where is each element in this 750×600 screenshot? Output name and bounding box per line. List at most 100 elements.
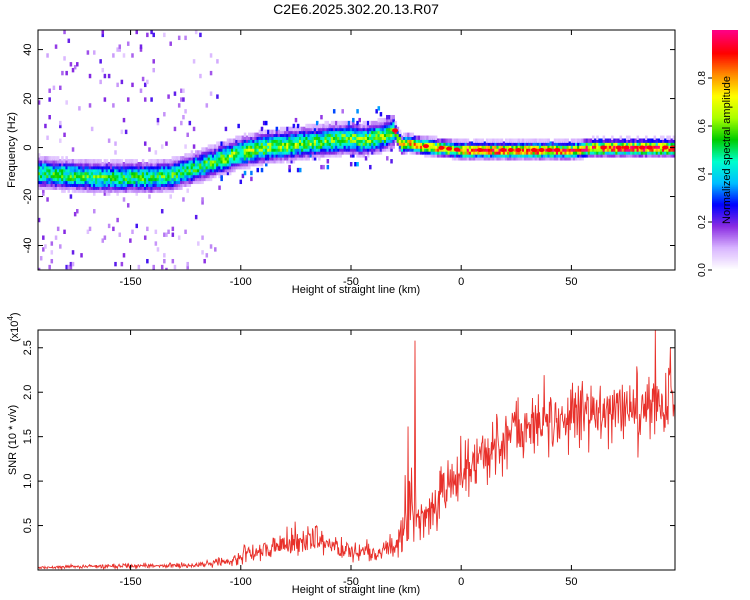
spectrogram-heat-cell [269, 141, 272, 146]
spectrogram-heat-cell [449, 153, 453, 158]
spectrogram-heat-cell [481, 156, 485, 161]
spectrogram-heat-cell [275, 135, 279, 140]
spectrogram-hot-spot [623, 145, 630, 150]
spectrogram-heat-cell [630, 144, 633, 149]
spectrogram-heat-cell [137, 188, 141, 193]
spectrogram-heat-cell [107, 73, 111, 79]
spectrogram-heat-cell [95, 173, 98, 179]
spectrogram-heat-cell [59, 123, 62, 129]
spectrogram-heat-cell [369, 120, 372, 126]
spectrogram-heat-cell [625, 150, 629, 155]
spectrogram-heat-cell [320, 123, 323, 129]
spectrogram-heat-cell [330, 147, 334, 152]
spectrogram-heat-cell [445, 138, 449, 143]
spectrogram-heat-cell [90, 159, 94, 164]
spectrogram-heat-cell [267, 159, 270, 164]
spectrogram-heat-cell [381, 129, 385, 135]
spectrogram-heat-cell [150, 164, 153, 170]
spectrogram-heat-cell [415, 150, 419, 155]
spectrogram-heat-cell [655, 144, 659, 149]
spectrogram-heat-cell [407, 141, 410, 146]
spectrogram-heat-cell [366, 129, 370, 135]
spectrogram-heat-cell [632, 147, 635, 152]
spectrogram-heat-cell [349, 144, 353, 149]
spectrogram-heat-cell [171, 159, 175, 164]
spectrogram-heat-cell [541, 138, 544, 143]
spectrogram-heat-cell [477, 138, 480, 143]
spectrogram-heat-cell [184, 144, 187, 149]
colorbar-swatch [712, 50, 738, 53]
spectrogram-heat-cell [216, 153, 219, 158]
spectrogram-heat-cell [171, 167, 175, 173]
snr-multiplier-label: (x104) [6, 312, 21, 342]
spectrogram-heat-cell [271, 138, 274, 143]
spectrogram-heat-cell [294, 141, 298, 146]
spectrogram-heat-cell [432, 150, 436, 155]
spectrogram-heat-cell [458, 141, 461, 146]
spectrogram-heat-cell [59, 164, 62, 170]
spectrogram-heat-cell [76, 188, 79, 193]
spectrogram-heat-cell [80, 164, 83, 170]
spectrogram-heat-cell [411, 138, 415, 143]
spectrogram-heat-cell [73, 182, 77, 187]
spectrogram-heat-cell [107, 162, 111, 167]
colorbar-swatch [712, 254, 738, 257]
spectrogram-heat-cell [555, 153, 559, 158]
spectrogram-heat-cell [156, 173, 160, 179]
spectrogram-heat-cell [148, 162, 151, 167]
spectrogram-heat-cell [341, 120, 344, 126]
spectrogram-heat-cell [322, 132, 325, 138]
spectrogram-heat-cell [456, 153, 459, 158]
spectrogram-heat-cell [645, 150, 648, 155]
spectrogram-heat-cell [139, 185, 143, 190]
spectrogram-heat-cell [109, 167, 113, 173]
spectrogram-heat-cell [345, 150, 349, 155]
spectrogram-heat-cell [328, 129, 332, 135]
spectrogram-heat-cell [69, 173, 73, 179]
spectrogram-heat-cell [458, 138, 461, 143]
spectrogram-heat-cell [160, 173, 164, 179]
spectrogram-heat-cell [364, 135, 368, 140]
spectrogram-heat-cell [375, 141, 378, 146]
spectrogram-heat-cell [604, 153, 608, 158]
spectrogram-heat-cell [63, 170, 66, 176]
spectrogram-heat-cell [245, 147, 249, 152]
spectrogram-heat-cell [362, 150, 366, 155]
spectrogram-heat-cell [288, 141, 291, 146]
spectrogram-heat-cell [63, 176, 66, 182]
spectrogram-heat-cell [388, 126, 391, 132]
spectrogram-heat-cell [71, 250, 75, 255]
spectrogram-heat-cell [245, 153, 249, 158]
spectrogram-heat-cell [218, 153, 221, 158]
spectrogram-heat-cell [65, 264, 68, 270]
spectrogram-heat-cell [165, 159, 168, 164]
spectrogram-heat-cell [562, 144, 565, 149]
spectrogram-heat-cell [328, 150, 332, 155]
spectrogram-heat-cell [575, 153, 578, 158]
spectrogram-heat-cell [93, 170, 96, 176]
spectrogram-heat-cell [320, 164, 323, 170]
spectrogram-heat-cell [63, 159, 66, 164]
spectrogram-heat-cell [235, 147, 238, 152]
spectrogram-heat-cell [422, 150, 425, 155]
spectrogram-hot-spot [476, 148, 483, 152]
spectrogram-heat-cell [114, 164, 117, 170]
spectrogram-heat-cell [114, 182, 117, 187]
spectrogram-heat-cell [617, 141, 620, 146]
spectrogram-heat-cell [182, 156, 185, 161]
spectrogram-heat-cell [494, 150, 497, 155]
spectrogram-heat-cell [69, 164, 73, 170]
spectrogram-heat-cell [167, 170, 170, 176]
spectrogram-heat-cell [250, 156, 253, 161]
spectrogram-heat-cell [470, 144, 474, 149]
spectrogram-heat-cell [528, 153, 531, 158]
spectrogram-heat-cell [390, 138, 393, 143]
spectrogram-heat-cell [256, 135, 260, 140]
spectrogram-heat-cell [90, 179, 94, 185]
spectrogram-heat-cell [129, 188, 132, 193]
spectrogram-heat-cell [203, 162, 206, 167]
spectrogram-heat-cell [625, 135, 629, 140]
spectrogram-heat-cell [150, 185, 153, 190]
spectrogram-heat-cell [494, 153, 497, 158]
spectrogram-heat-cell [562, 156, 565, 161]
